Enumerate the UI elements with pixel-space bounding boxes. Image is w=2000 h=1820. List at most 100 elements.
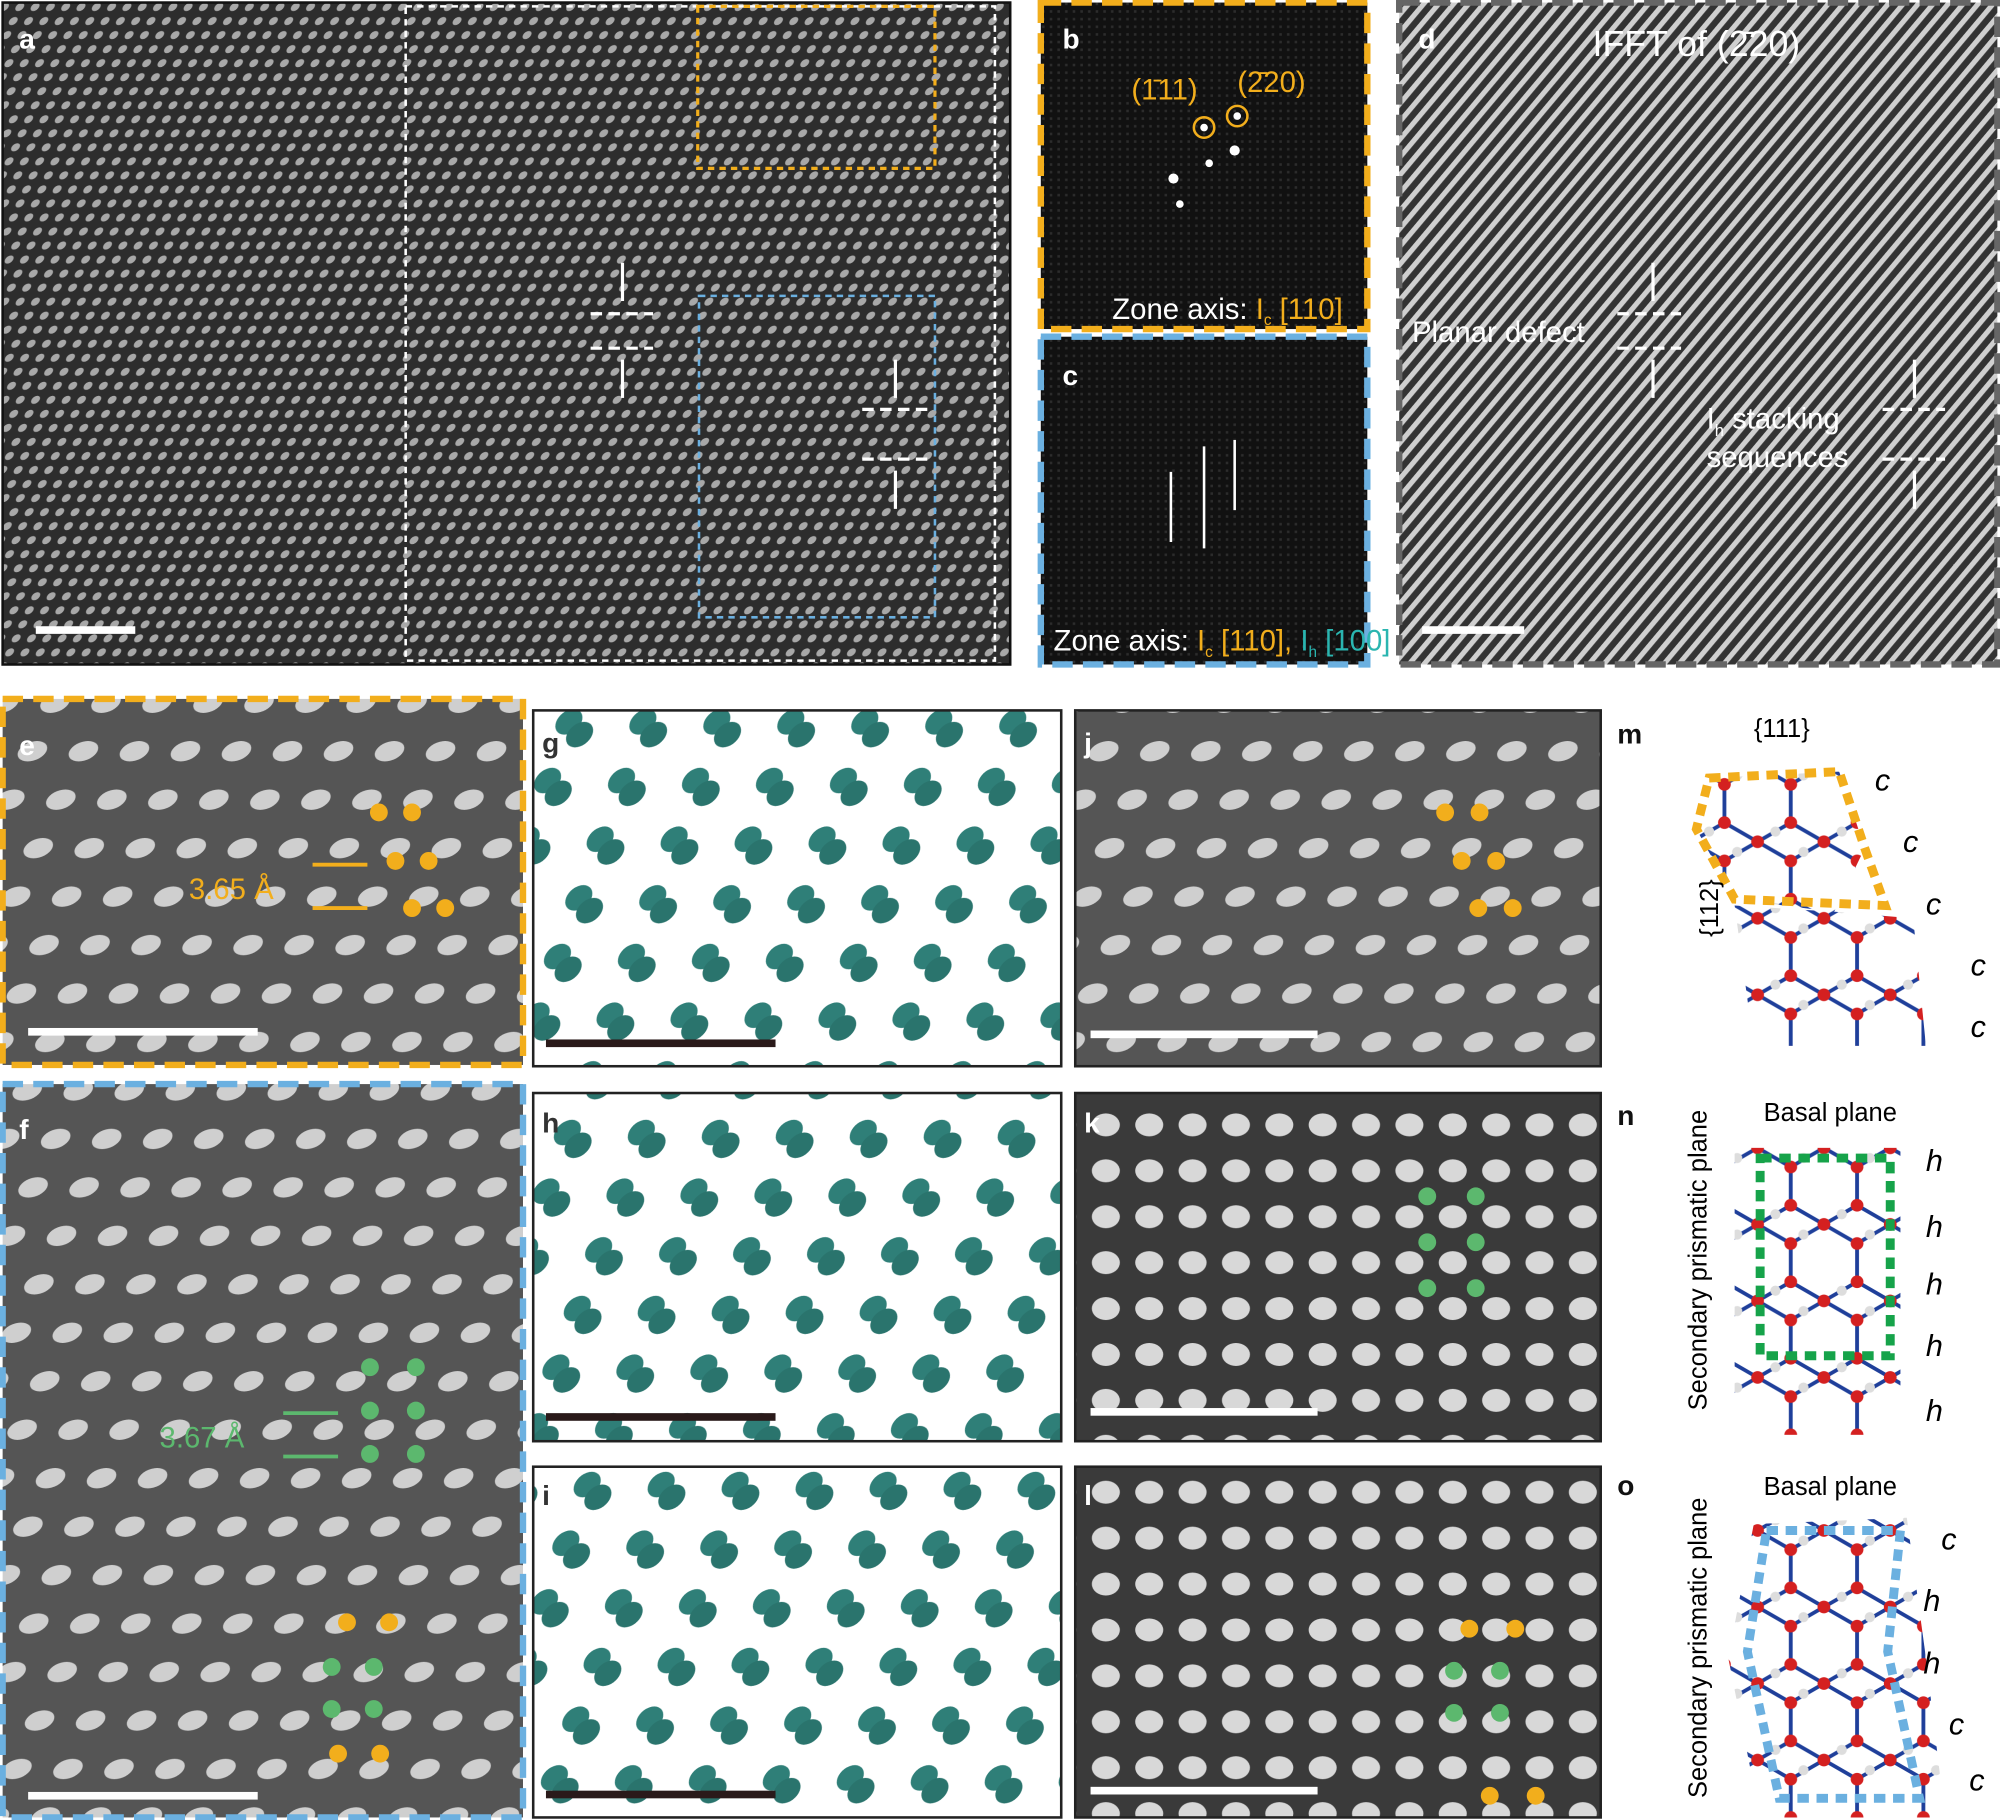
zone-axis: Zone axis: Ic [110]: [1112, 293, 1343, 332]
stacking-letter: h: [1926, 1144, 1943, 1178]
zone-label: Zone axis:: [1054, 624, 1189, 657]
region-box: [697, 294, 937, 619]
panel-letter: b: [1062, 23, 1079, 54]
stacking-letter: c: [1971, 1010, 1986, 1044]
spot-label: (2̄20): [1237, 66, 1305, 99]
unit-cell-outline: [1742, 1526, 1926, 1803]
plane-label: Basal plane: [1764, 1473, 1897, 1501]
micrograph: [0, 695, 527, 1069]
stacking-letter: c: [1941, 1523, 1956, 1557]
zone-label: Zone axis:: [1112, 293, 1247, 326]
unit-cell-outline: [1691, 766, 1892, 911]
spot-label: (1̄11): [1131, 73, 1197, 106]
panel-letter: i: [542, 1480, 550, 1511]
zone-axis: Zone axis: Ic [110], Ih [100]: [1054, 624, 1391, 663]
region-box: [404, 5, 997, 662]
panel-letter: c: [1062, 360, 1078, 391]
ice-network: [1734, 905, 1926, 1046]
stacking-letter: h: [1923, 1646, 1940, 1680]
defect-markers: [590, 262, 929, 509]
panel-letter: e: [19, 730, 35, 761]
phase: I: [1300, 624, 1308, 657]
scale-bar: [1090, 1030, 1318, 1039]
unit-cell: [361, 1358, 425, 1463]
stacking-letter: c: [1926, 887, 1941, 921]
fft-image: [1037, 0, 1371, 333]
scale-bar: [545, 1039, 776, 1048]
fft-streaks: [1169, 440, 1236, 549]
unit-cell: [1445, 1619, 1545, 1805]
phase-subscript: c: [1264, 312, 1272, 329]
scale-bar: [1090, 1408, 1318, 1416]
scale-bar: [1422, 626, 1525, 634]
plane-label: Secondary prismatic plane: [1685, 1110, 1713, 1410]
spacing-marker: [312, 862, 368, 910]
spacing-label: 3.67 Å: [160, 1422, 245, 1455]
scale-bar: [35, 626, 136, 634]
unit-cell: [322, 1613, 399, 1763]
ifft-image: [1396, 0, 2000, 668]
unit-cell-outline: [1755, 1153, 1895, 1361]
panel-letter: m: [1617, 719, 1642, 750]
region-box: [696, 4, 937, 170]
panel-letter: l: [1084, 1480, 1092, 1511]
phase: I: [1197, 624, 1205, 657]
stacking-letter: h: [1923, 1584, 1940, 1618]
phase: I: [1707, 403, 1715, 436]
stacking-letter: h: [1926, 1394, 1943, 1428]
scale-bar: [28, 1791, 258, 1800]
scale-bar: [545, 1413, 776, 1421]
spot-marker: [1192, 116, 1216, 140]
stacking-line: stacking: [1732, 403, 1840, 436]
panel-letter: d: [1418, 23, 1435, 54]
stacking-letter: c: [1875, 764, 1890, 798]
plane-label: Secondary prismatic plane: [1685, 1498, 1713, 1798]
spacing-marker: [283, 1411, 339, 1459]
scale-bar: [545, 1790, 776, 1799]
simulated-image: [1073, 709, 1602, 1068]
annotation: sequences: [1707, 441, 1849, 474]
annotation: Ih stacking: [1707, 403, 1840, 444]
plane-label: Basal plane: [1764, 1099, 1897, 1127]
panel-letter: h: [542, 1108, 559, 1139]
plane-label: {112}: [1696, 879, 1724, 937]
phase-subscript: h: [1309, 644, 1318, 661]
stacking-letter: h: [1926, 1268, 1943, 1302]
spot-marker: [1225, 104, 1249, 128]
direction: [110],: [1221, 624, 1292, 657]
panel-letter: g: [542, 727, 559, 758]
direction: [110]: [1280, 293, 1343, 326]
atomic-model: [531, 709, 1063, 1068]
stacking-letter: c: [1971, 949, 1986, 983]
scale-bar: [28, 1027, 258, 1036]
plane-label: {111}: [1754, 715, 1810, 743]
unit-cell: [1418, 1187, 1485, 1298]
spacing-label: 3.65 Å: [189, 873, 274, 906]
stacking-letter: c: [1903, 825, 1918, 859]
phase-subscript: h: [1715, 421, 1724, 440]
annotation: Planar defect: [1412, 316, 1585, 349]
panel-letter: a: [19, 23, 35, 54]
panel-letter: n: [1617, 1100, 1634, 1131]
scale-bar: [1090, 1786, 1318, 1795]
stacking-letter: h: [1926, 1329, 1943, 1363]
micrograph: [1, 1, 1012, 666]
unit-cell: [1436, 803, 1522, 918]
atomic-model: [531, 1465, 1063, 1819]
micrograph: [0, 1080, 527, 1820]
panel-letter: o: [1617, 1470, 1634, 1501]
defect-markers: [1617, 262, 1946, 509]
ice-network: [1696, 771, 1865, 912]
panel-letter: k: [1084, 1108, 1100, 1139]
phase-subscript: c: [1205, 644, 1213, 661]
simulated-image: [1073, 1091, 1602, 1443]
stacking-letter: c: [1969, 1764, 1984, 1798]
direction: [100]: [1325, 624, 1390, 657]
fft-spots: [1168, 112, 1242, 208]
panel-title: IFFT of (2̄20): [1593, 24, 1801, 64]
simulated-image: [1073, 1465, 1602, 1819]
stacking-letter: c: [1949, 1708, 1964, 1742]
panel-letter: f: [19, 1114, 29, 1145]
